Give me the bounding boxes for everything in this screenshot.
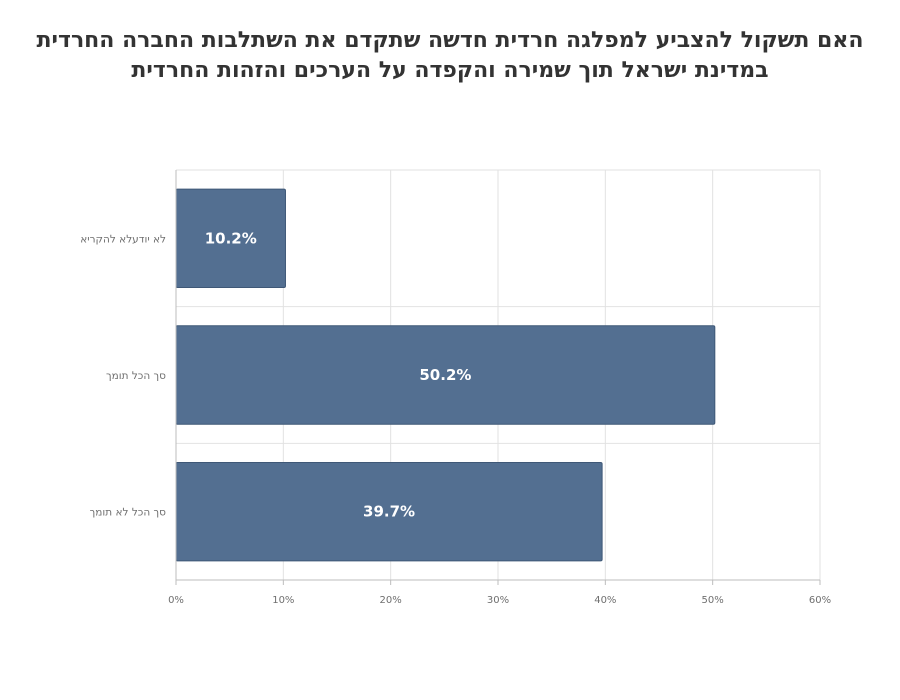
category-label: סך הכל לא תומך — [90, 507, 167, 519]
chart-title: האם תשקול להצביע למפלגה חרדית חדשה שתקדם… — [20, 26, 880, 86]
x-tick-label: 10% — [272, 595, 294, 606]
labels: 10.2% לא יודעלא להקריא 50.2% סך הכל תומך 39.… — [80, 229, 831, 606]
x-tick-label: 0% — [168, 595, 184, 606]
grid-lines — [176, 169, 821, 580]
x-tick-label: 20% — [380, 595, 402, 606]
x-tick-label: 50% — [702, 595, 724, 606]
category-label: סך הכל תומך — [106, 370, 166, 382]
bar-value-label: 50.2% — [419, 366, 471, 384]
axes — [175, 170, 821, 585]
bar-value-label: 39.7% — [363, 503, 415, 521]
x-tick-label: 60% — [809, 595, 831, 606]
x-tick-label: 40% — [594, 595, 616, 606]
bar-value-label: 10.2% — [205, 229, 257, 247]
category-label: לא יודעלא להקריא — [80, 233, 166, 245]
chart-title-line-1: האם תשקול להצביע למפלגה חרדית חדשה שתקדם… — [36, 28, 864, 53]
chart-title-line-2: במדינת ישראל תוך שמירה והקפדה על הערכים … — [131, 58, 769, 83]
x-tick-label: 30% — [487, 595, 509, 606]
